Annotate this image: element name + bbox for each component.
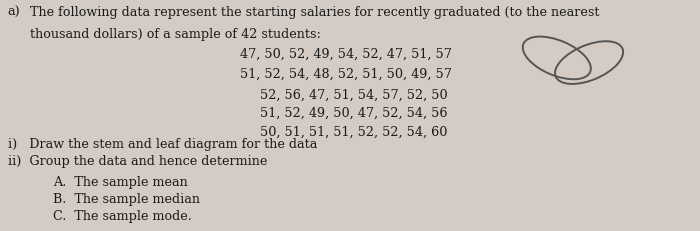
Text: i)   Draw the stem and leaf diagram for the data: i) Draw the stem and leaf diagram for th…: [8, 138, 317, 151]
Text: 52, 56, 47, 51, 54, 57, 52, 50: 52, 56, 47, 51, 54, 57, 52, 50: [260, 88, 447, 101]
Text: a): a): [8, 6, 20, 19]
Text: 50, 51, 51, 51, 52, 52, 54, 60: 50, 51, 51, 51, 52, 52, 54, 60: [260, 125, 447, 138]
Text: C.  The sample mode.: C. The sample mode.: [53, 209, 192, 222]
Text: 51, 52, 49, 50, 47, 52, 54, 56: 51, 52, 49, 50, 47, 52, 54, 56: [260, 107, 447, 120]
Text: A.  The sample mean: A. The sample mean: [53, 175, 188, 188]
Text: 47, 50, 52, 49, 54, 52, 47, 51, 57: 47, 50, 52, 49, 54, 52, 47, 51, 57: [240, 48, 452, 61]
Text: thousand dollars) of a sample of 42 students:: thousand dollars) of a sample of 42 stud…: [31, 28, 321, 41]
Text: 51, 52, 54, 48, 52, 51, 50, 49, 57: 51, 52, 54, 48, 52, 51, 50, 49, 57: [240, 68, 452, 81]
Text: ii)  Group the data and hence determine: ii) Group the data and hence determine: [8, 155, 267, 168]
Text: The following data represent the starting salaries for recently graduated (to th: The following data represent the startin…: [31, 6, 600, 19]
Text: B.  The sample median: B. The sample median: [53, 192, 200, 205]
